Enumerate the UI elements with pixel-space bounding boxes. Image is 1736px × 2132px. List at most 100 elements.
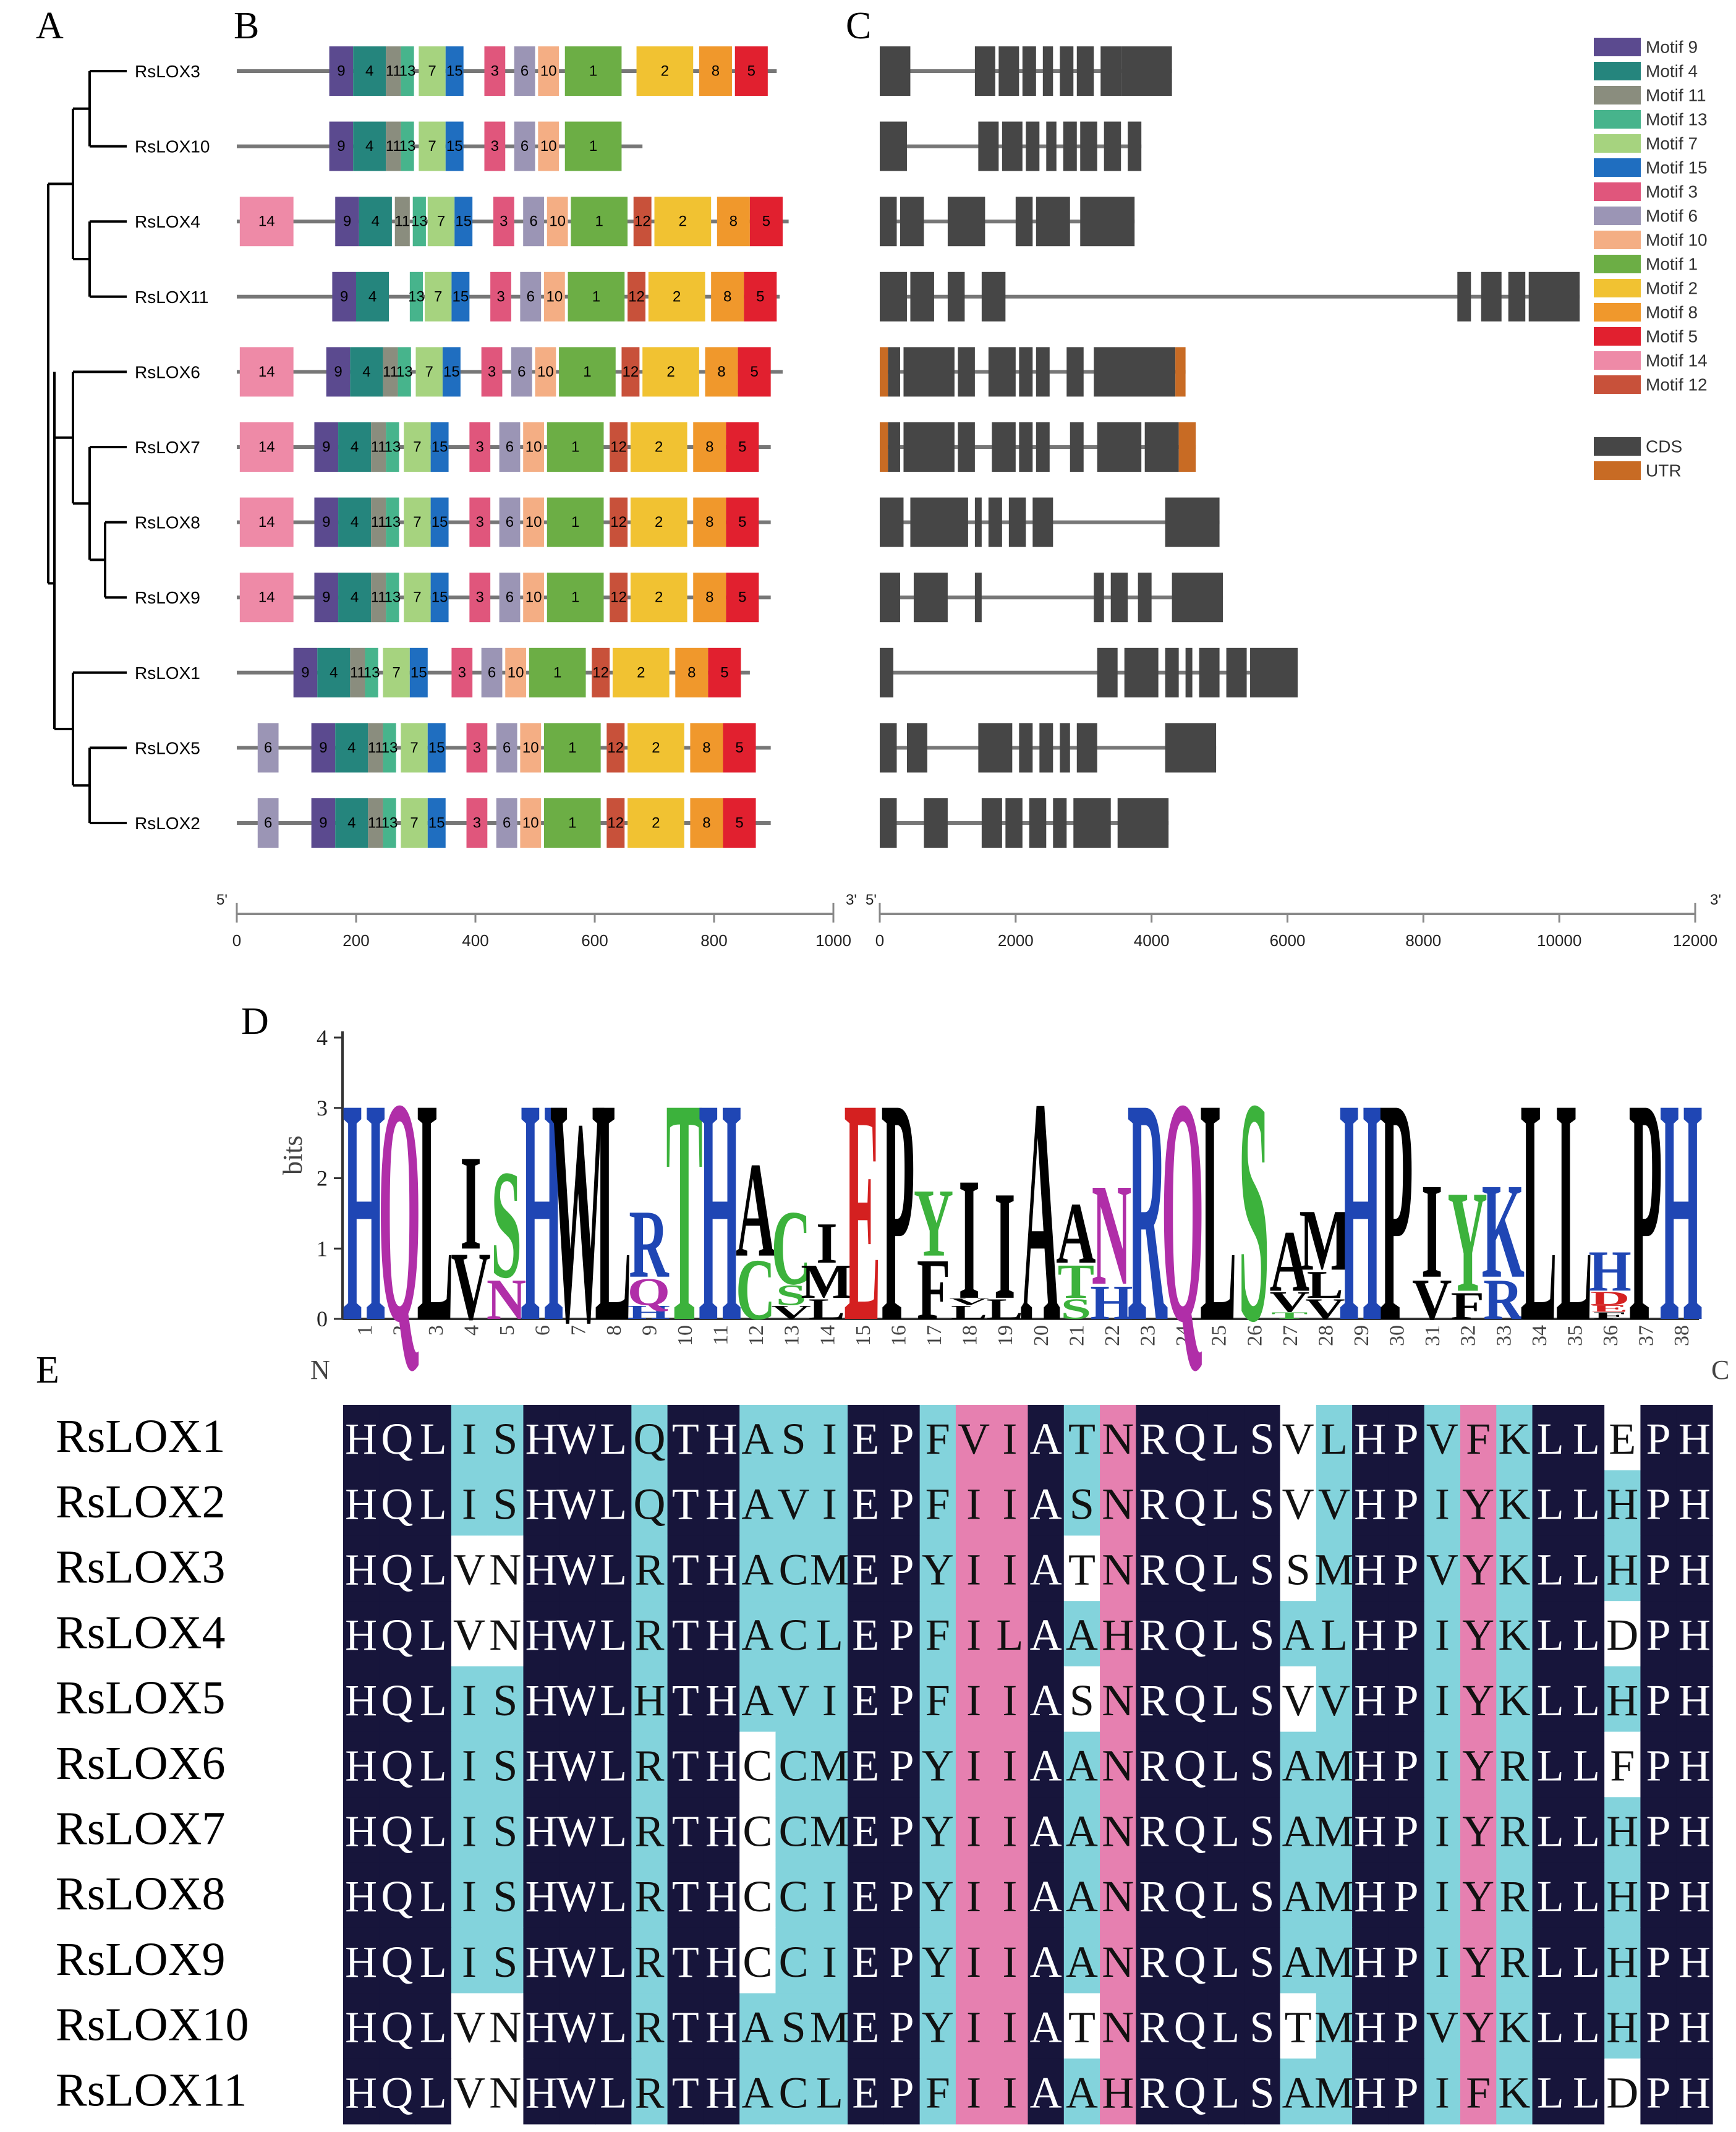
alignment-cell-bg bbox=[739, 2058, 777, 2125]
motif-box-3 bbox=[451, 647, 473, 697]
alignment-residue: L bbox=[420, 2003, 447, 2052]
motif-number-label: 11 bbox=[368, 740, 383, 756]
alignment-residue: I bbox=[966, 1676, 981, 1725]
logo-letter-S: S bbox=[776, 1279, 807, 1311]
alignment-cell-bg bbox=[631, 1601, 668, 1667]
alignment-cell-bg bbox=[595, 1797, 632, 1863]
logo-letter-D: D bbox=[1590, 1287, 1630, 1309]
motif-number-label: 6 bbox=[517, 364, 525, 380]
motif-number-label: 12 bbox=[610, 514, 627, 531]
logo-position-label: 34 bbox=[1528, 1325, 1551, 1346]
alignment-residue: C bbox=[779, 1610, 809, 1660]
alignment-cell-bg bbox=[1244, 1666, 1281, 1733]
alignment-residue: H bbox=[525, 1676, 558, 1725]
alignment-cell-bg bbox=[1207, 1862, 1245, 1929]
alignment-residue: N bbox=[1102, 1872, 1134, 1921]
alignment-residue: W bbox=[556, 1480, 598, 1529]
alignment-cell-bg bbox=[919, 1927, 956, 1994]
motif-number-label: 3 bbox=[476, 514, 484, 531]
legend-label-motif-11: Motif 11 bbox=[1646, 86, 1706, 105]
alignment-cell-bg bbox=[1604, 1405, 1641, 1471]
logo-position-label: 15 bbox=[852, 1325, 875, 1346]
alignment-cell-bg bbox=[1676, 1927, 1713, 1994]
motif-number-label: 10 bbox=[508, 664, 524, 681]
cds-exon bbox=[1019, 422, 1033, 472]
alignment-residue: T bbox=[672, 1872, 699, 1921]
alignment-cell-bg bbox=[1424, 1601, 1461, 1667]
alignment-residue: L bbox=[1212, 2003, 1240, 2052]
alignment-residue: N bbox=[1102, 1414, 1134, 1464]
motif-box-11 bbox=[371, 573, 386, 623]
cds-exon bbox=[913, 573, 948, 623]
alignment-residue: C bbox=[779, 1872, 809, 1921]
alignment-residue: V bbox=[1426, 1545, 1458, 1594]
logo-letter-P: P bbox=[1628, 1032, 1662, 1389]
motif-number-label: 13 bbox=[399, 138, 416, 155]
motif-box-2 bbox=[630, 573, 687, 623]
legend-label-motif-2: Motif 2 bbox=[1646, 279, 1698, 298]
cds-exon bbox=[880, 723, 897, 773]
alignment-cell-bg bbox=[415, 1535, 452, 1601]
alignment-cell-bg bbox=[523, 1993, 560, 2059]
motif-number-label: 9 bbox=[322, 439, 330, 456]
cds-exon bbox=[1094, 347, 1176, 397]
alignment-cell-bg bbox=[1532, 1731, 1569, 1797]
motif-box-7 bbox=[383, 647, 410, 697]
alignment-residue: P bbox=[889, 1872, 914, 1921]
alignment-residue: I bbox=[1002, 1676, 1017, 1725]
alignment-cell-bg bbox=[667, 1405, 704, 1471]
alignment-residue: S bbox=[781, 1414, 806, 1464]
logo-letter-Q: Q bbox=[378, 1032, 421, 1389]
motif-number-label: 14 bbox=[258, 514, 275, 531]
alignment-residue: I bbox=[1435, 1676, 1450, 1725]
legend-swatch-motif-14 bbox=[1594, 351, 1641, 370]
motif-number-label: 13 bbox=[396, 364, 413, 380]
alignment-residue: P bbox=[889, 1676, 914, 1725]
logo-letter-H: H bbox=[521, 1032, 563, 1389]
alignment-residue: P bbox=[1646, 1610, 1671, 1660]
legend-swatch-motif-11 bbox=[1594, 86, 1641, 104]
logo-position-label: 29 bbox=[1350, 1325, 1373, 1346]
alignment-cell-bg bbox=[1496, 1405, 1533, 1471]
logo-letter-L: L bbox=[595, 1032, 631, 1389]
panel-label-d: D bbox=[241, 1000, 269, 1043]
alignment-residue: A bbox=[1066, 1741, 1098, 1791]
motif-box-6 bbox=[499, 573, 521, 623]
cds-exon bbox=[974, 497, 982, 547]
cds-exon bbox=[1066, 347, 1084, 397]
motif-number-label: 3 bbox=[496, 288, 504, 305]
alignment-cell-bg bbox=[379, 1731, 416, 1797]
alignment-residue: R bbox=[1139, 2003, 1168, 2052]
logo-position-label: 30 bbox=[1386, 1325, 1409, 1346]
alignment-cell-bg bbox=[1028, 1601, 1065, 1667]
alignment-residue: P bbox=[889, 1741, 914, 1791]
alignment-cell-bg bbox=[631, 1927, 668, 1994]
alignment-cell-bg bbox=[1207, 1993, 1245, 2059]
alignment-cell-bg bbox=[1280, 1993, 1317, 2059]
motif-number-label: 2 bbox=[652, 815, 660, 832]
alignment-residue: L bbox=[600, 1872, 627, 1921]
alignment-cell-bg bbox=[1280, 1535, 1317, 1601]
alignment-residue: H bbox=[1354, 1480, 1386, 1529]
alignment-cell-bg bbox=[379, 1535, 416, 1601]
logo-position-label: 28 bbox=[1314, 1325, 1337, 1346]
alignment-residue: S bbox=[1249, 1937, 1274, 1987]
motif-box-8 bbox=[690, 723, 723, 773]
alignment-cell-bg bbox=[955, 1470, 992, 1537]
alignment-cell-bg bbox=[1316, 1601, 1353, 1667]
alignment-cell-bg bbox=[1352, 1601, 1389, 1667]
alignment-residue: C bbox=[742, 1741, 772, 1791]
alignment-cell-bg bbox=[1136, 1601, 1173, 1667]
alignment-cell-bg bbox=[811, 2058, 848, 2125]
motif-number-label: 9 bbox=[337, 138, 345, 155]
logo-letter-M: M bbox=[1299, 1191, 1351, 1289]
logo-letter-E: E bbox=[844, 1032, 880, 1389]
alignment-residue: L bbox=[1537, 1806, 1564, 1856]
alignment-cell-bg bbox=[523, 1535, 560, 1601]
motif-number-label: 13 bbox=[381, 740, 398, 756]
axis-c-tick-label: 12000 bbox=[1673, 931, 1717, 950]
alignment-residue: Y bbox=[1462, 1545, 1494, 1594]
alignment-cell-bg bbox=[451, 1535, 488, 1601]
motif-number-label: 3 bbox=[491, 138, 499, 155]
alignment-cell-bg bbox=[1352, 1862, 1389, 1929]
